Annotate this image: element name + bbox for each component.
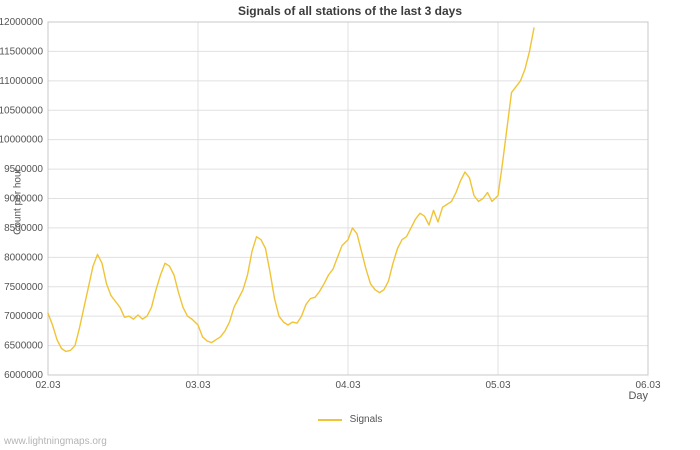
y-tick-label: 12000000 xyxy=(0,17,43,28)
x-tick-label: 03.03 xyxy=(185,380,210,391)
y-tick-label: 9000000 xyxy=(4,194,43,205)
y-tick-label: 6000000 xyxy=(4,370,43,381)
y-tick-label: 8500000 xyxy=(4,223,43,234)
x-tick-label: 02.03 xyxy=(35,380,60,391)
y-tick-label: 11000000 xyxy=(0,76,43,87)
y-tick-label: 9500000 xyxy=(4,164,43,175)
chart-title: Signals of all stations of the last 3 da… xyxy=(237,4,463,18)
legend-line-swatch xyxy=(317,418,342,421)
y-tick-label: 7500000 xyxy=(4,282,43,293)
y-tick-label: 7000000 xyxy=(4,311,43,322)
y-tick-label: 10500000 xyxy=(0,105,43,116)
y-tick-label: 11500000 xyxy=(0,46,43,57)
y-tick-label: 10000000 xyxy=(0,135,43,146)
y-tick-label: 6500000 xyxy=(4,341,43,352)
watermark-link[interactable]: www.lightningmaps.org xyxy=(4,436,107,447)
y-tick-label: 8000000 xyxy=(4,252,43,263)
legend-series-label: Signals xyxy=(349,414,383,425)
x-axis-title: Day xyxy=(628,390,648,402)
legend: Signals xyxy=(0,414,700,425)
signals-line-series xyxy=(47,27,535,353)
x-tick-label: 05.03 xyxy=(485,380,510,391)
x-tick-label: 06.03 xyxy=(635,380,660,391)
x-tick-label: 04.03 xyxy=(335,380,360,391)
